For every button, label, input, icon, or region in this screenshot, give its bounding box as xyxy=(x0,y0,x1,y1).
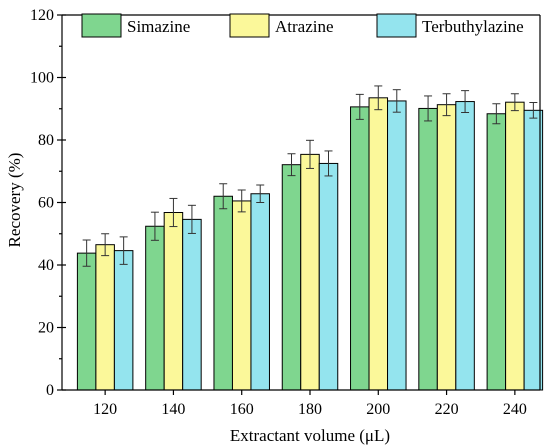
y-tick-label: 40 xyxy=(38,257,54,274)
y-tick-label: 0 xyxy=(46,382,54,399)
x-tick-label: 220 xyxy=(435,401,459,418)
y-tick-label: 100 xyxy=(30,70,54,87)
axes-layer: 120 140 160 180 200 220 240 0 20 40 60 80 100 120 xyxy=(30,7,541,418)
legend-swatch-terbuthylazine xyxy=(376,13,417,38)
legend-label-simazine: Simazine xyxy=(127,17,190,36)
y-tick-label: 20 xyxy=(38,320,54,337)
x-tick-label: 240 xyxy=(503,401,527,418)
bar-simazine-140 xyxy=(145,225,165,391)
legend: Simazine Atrazine Terbuthylazine xyxy=(81,13,524,38)
bar-atrazine-140 xyxy=(163,212,184,391)
bar-simazine-220 xyxy=(418,107,438,391)
bar-simazine-160 xyxy=(213,195,233,391)
x-tick-label: 180 xyxy=(298,401,322,418)
bar-atrazine-220 xyxy=(436,104,457,391)
legend-label-atrazine: Atrazine xyxy=(275,17,334,36)
bar-simazine-120 xyxy=(76,252,97,391)
bar-simazine-200 xyxy=(350,106,370,391)
bar-atrazine-120 xyxy=(95,244,115,391)
bar-atrazine-200 xyxy=(368,97,389,391)
bars-layer xyxy=(76,97,544,391)
legend-swatch-atrazine xyxy=(229,13,270,38)
x-axis-title: Extractant volume (μL) xyxy=(230,426,390,445)
bar-terbuthylazine-220 xyxy=(455,101,475,391)
bar-simazine-240 xyxy=(486,113,507,391)
y-tick-label: 120 xyxy=(30,7,54,24)
error-bars-layer xyxy=(82,85,538,267)
bar-atrazine-180 xyxy=(300,153,320,391)
x-tick-label: 120 xyxy=(93,401,117,418)
bar-terbuthylazine-180 xyxy=(318,162,339,391)
bar-terbuthylazine-160 xyxy=(250,193,270,391)
bar-terbuthylazine-200 xyxy=(387,100,407,391)
legend-swatch-simazine xyxy=(81,13,122,38)
x-tick-label: 160 xyxy=(230,401,254,418)
bar-terbuthylazine-140 xyxy=(182,218,202,391)
bar-simazine-180 xyxy=(281,164,302,391)
bar-terbuthylazine-120 xyxy=(113,250,134,391)
bar-atrazine-160 xyxy=(231,200,252,391)
y-axis-title: Recovery (%) xyxy=(5,153,24,248)
bar-atrazine-240 xyxy=(505,101,525,391)
x-tick-label: 140 xyxy=(161,401,185,418)
legend-label-terbuthylazine: Terbuthylazine xyxy=(422,17,524,36)
y-tick-label: 80 xyxy=(38,132,54,149)
x-tick-label: 200 xyxy=(366,401,390,418)
y-tick-label: 60 xyxy=(38,195,54,212)
